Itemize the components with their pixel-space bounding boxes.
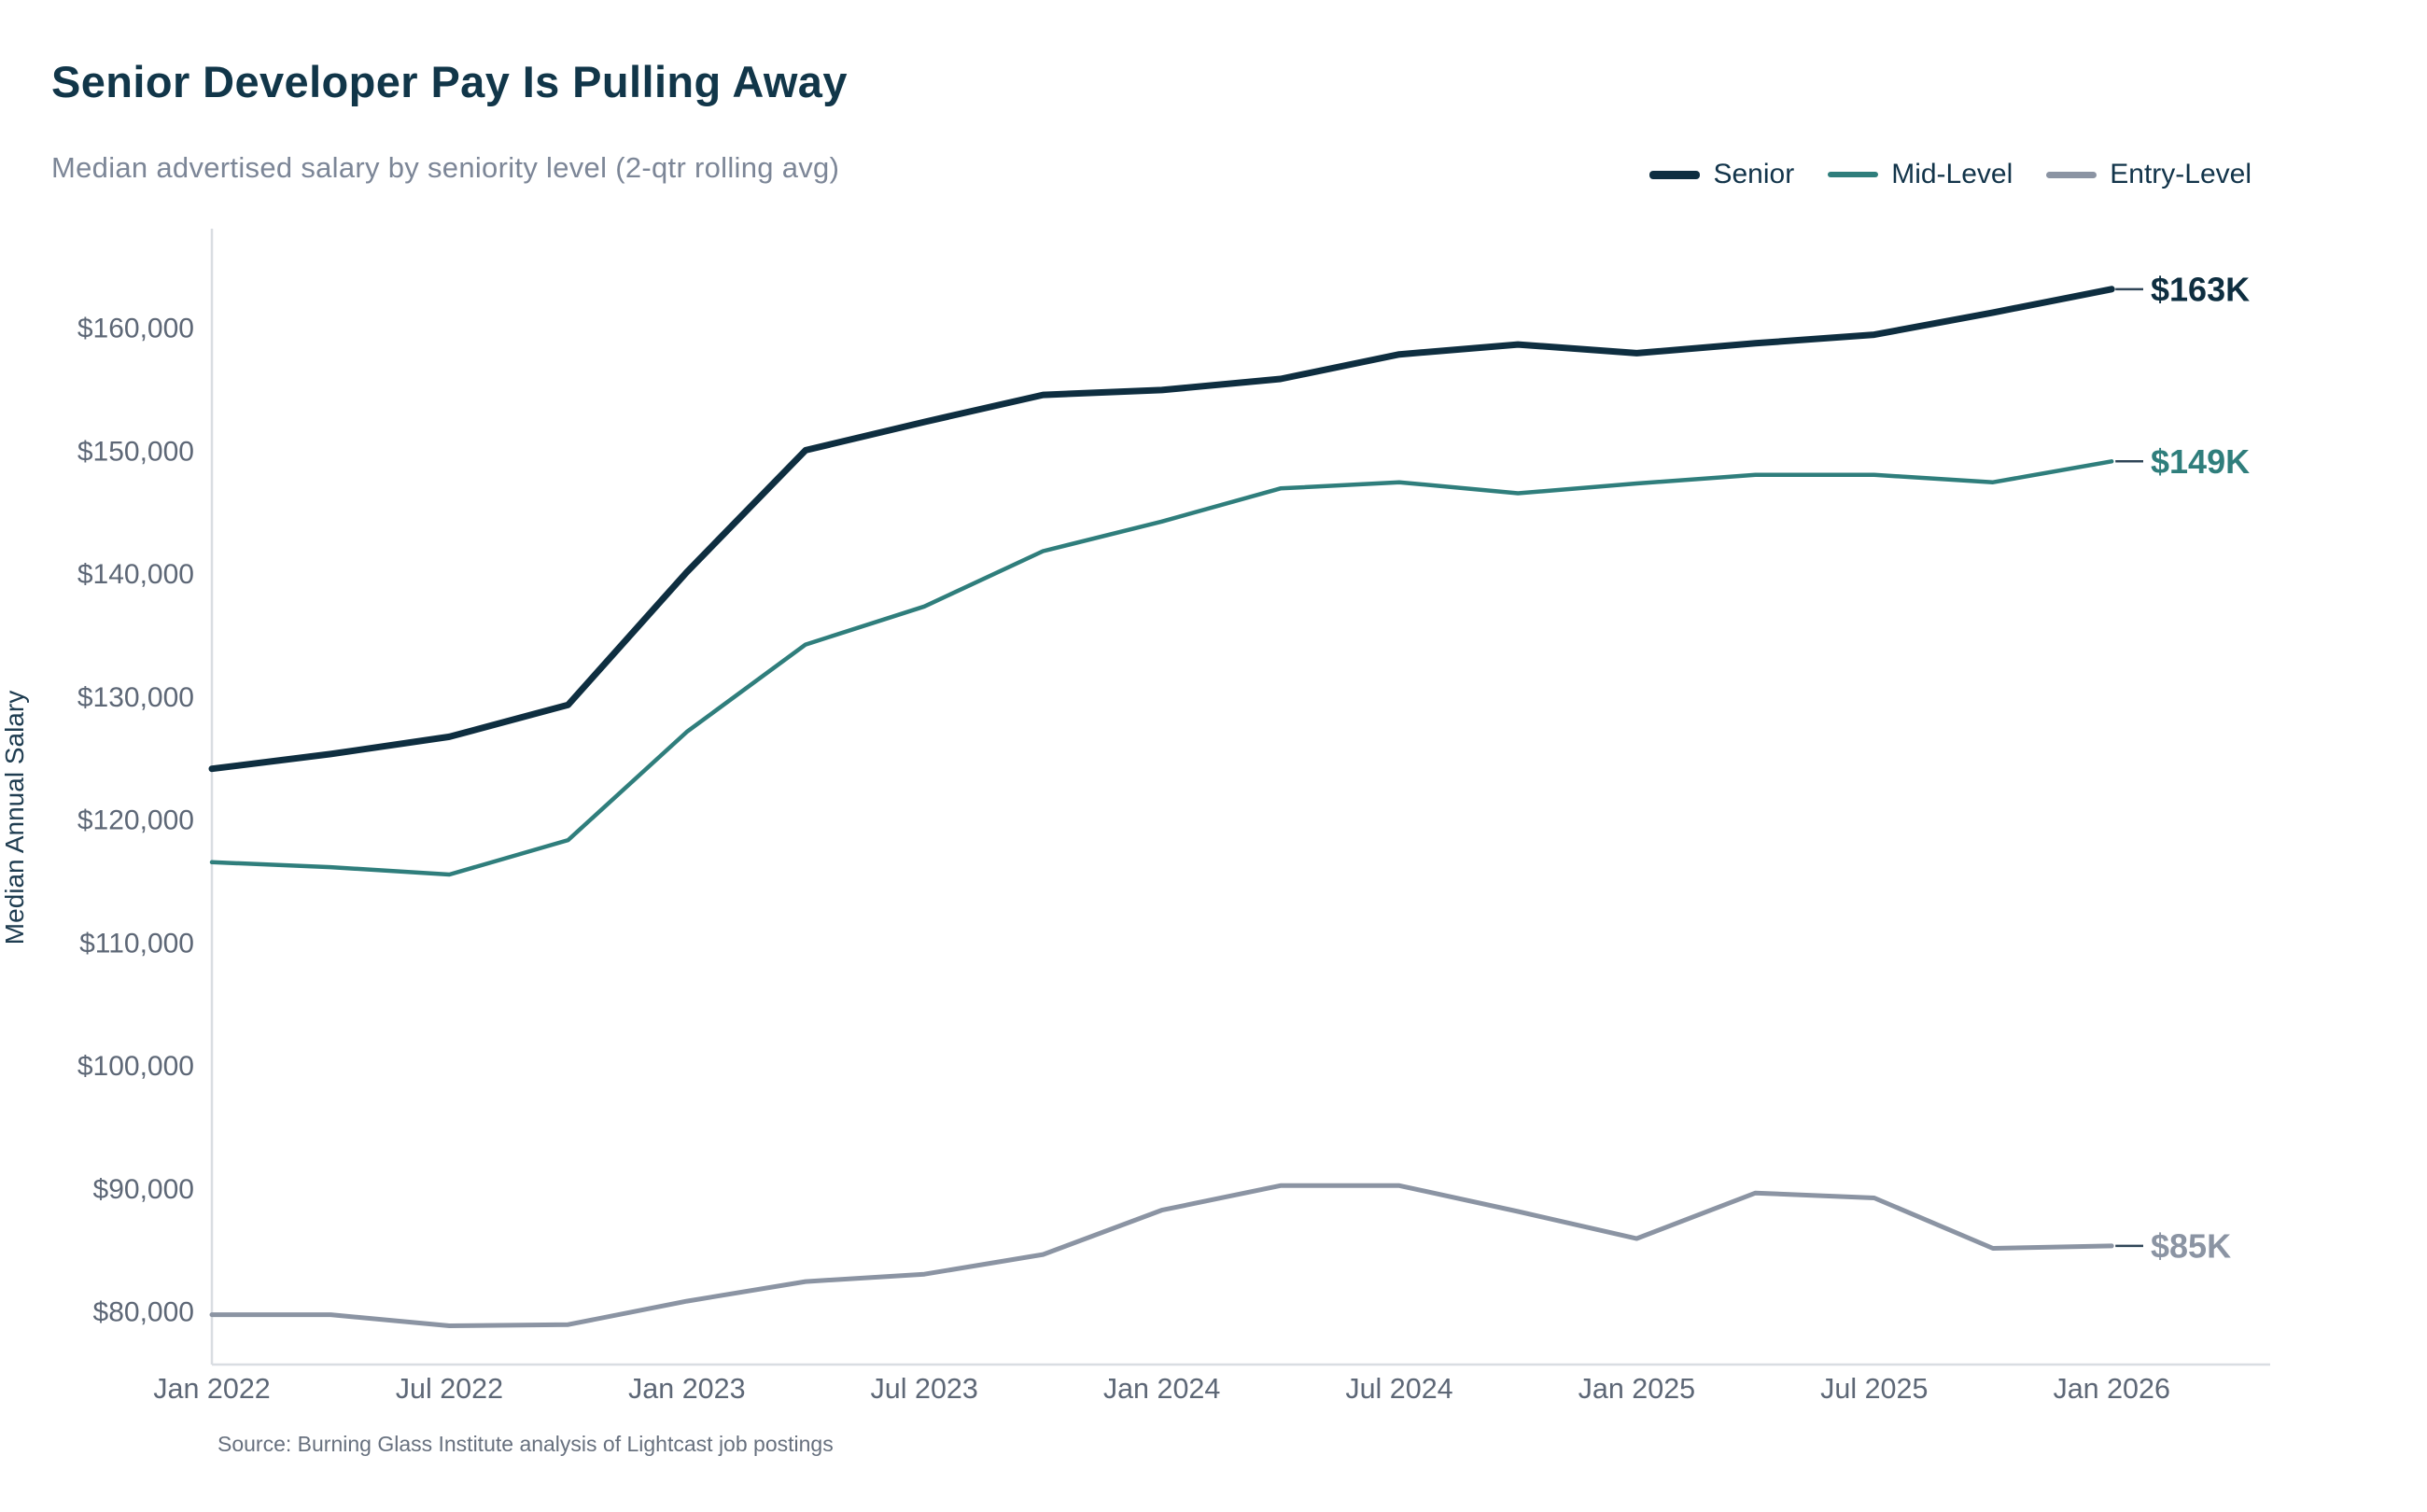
page-title: Senior Developer Pay Is Pulling Away xyxy=(51,57,848,106)
svg-text:$85K: $85K xyxy=(2151,1226,2231,1265)
svg-text:$130,000: $130,000 xyxy=(77,682,194,713)
svg-text:$120,000: $120,000 xyxy=(77,805,194,836)
entry-level-line-swatch-icon xyxy=(2046,171,2097,178)
svg-text:Jan 2024: Jan 2024 xyxy=(1103,1373,1221,1405)
svg-text:$140,000: $140,000 xyxy=(77,559,194,590)
svg-text:$90,000: $90,000 xyxy=(93,1174,194,1205)
svg-text:Jan 2025: Jan 2025 xyxy=(1578,1373,1696,1405)
svg-text:Jul 2025: Jul 2025 xyxy=(1820,1373,1928,1405)
svg-text:Jul 2022: Jul 2022 xyxy=(396,1373,503,1405)
chart-legend: Senior Mid-Level Entry-Level xyxy=(1649,159,2252,190)
senior-line-swatch-icon xyxy=(1649,170,1701,179)
legend-label-senior: Senior xyxy=(1713,159,1795,189)
page-subtitle: Median advertised salary by seniority le… xyxy=(51,151,840,184)
svg-text:$100,000: $100,000 xyxy=(77,1051,194,1082)
mid-level-line-swatch-icon xyxy=(1828,172,1879,177)
svg-text:$150,000: $150,000 xyxy=(77,436,194,467)
svg-text:Jan 2023: Jan 2023 xyxy=(628,1373,746,1405)
legend-label-mid-level: Mid-Level xyxy=(1891,159,2013,189)
svg-text:$149K: $149K xyxy=(2151,442,2250,481)
legend-item-senior: Senior xyxy=(1649,159,1794,190)
legend-item-mid-level: Mid-Level xyxy=(1828,159,2013,190)
svg-text:Jul 2024: Jul 2024 xyxy=(1345,1373,1452,1405)
svg-text:Jan 2022: Jan 2022 xyxy=(153,1373,271,1405)
svg-text:$163K: $163K xyxy=(2151,270,2250,308)
svg-text:Jan 2026: Jan 2026 xyxy=(2053,1373,2170,1405)
svg-text:$160,000: $160,000 xyxy=(77,314,194,344)
svg-text:$80,000: $80,000 xyxy=(93,1297,194,1328)
legend-label-entry-level: Entry-Level xyxy=(2110,159,2252,189)
legend-item-entry-level: Entry-Level xyxy=(2046,159,2252,190)
svg-text:Jul 2023: Jul 2023 xyxy=(871,1373,978,1405)
svg-text:$110,000: $110,000 xyxy=(79,928,194,959)
source-note: Source: Burning Glass Institute analysis… xyxy=(217,1432,834,1456)
